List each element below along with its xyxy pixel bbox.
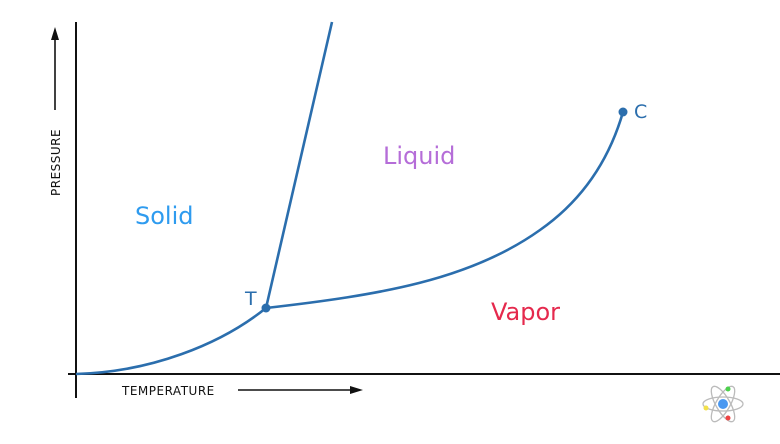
region-vapor-label: Vapor: [491, 298, 560, 326]
y-axis-arrow: [51, 27, 59, 110]
triple-point-label: T: [244, 288, 257, 310]
atom-icon: [702, 385, 744, 423]
vaporization-curve: [265, 111, 625, 310]
fusion-curve: [264, 21, 334, 309]
region-liquid-label: Liquid: [383, 142, 455, 170]
x-axis-arrow: [238, 386, 363, 394]
triple-point: [261, 303, 271, 313]
x-axis-label: TEMPERATURE: [121, 384, 215, 398]
y-axis-label: PRESSURE: [49, 129, 63, 196]
region-solid-label: Solid: [135, 202, 194, 230]
critical-point-label: C: [634, 101, 647, 123]
critical-point: [618, 107, 628, 117]
sublimation-curve: [75, 306, 267, 376]
